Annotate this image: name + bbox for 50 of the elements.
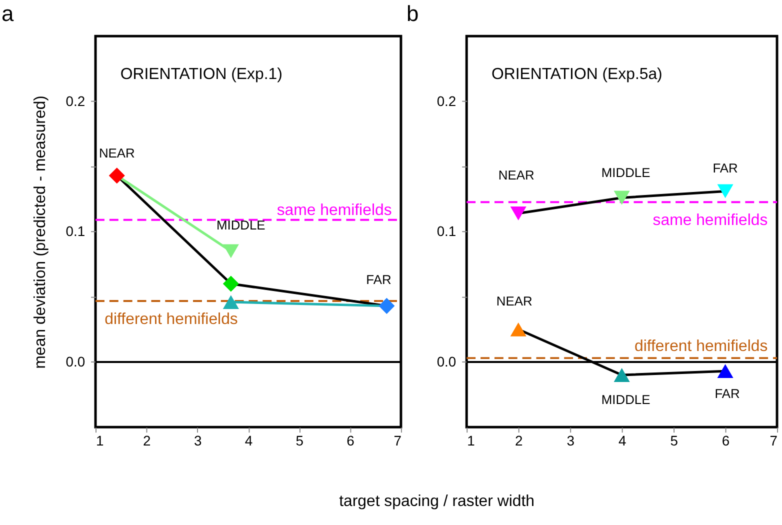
- point: [717, 364, 734, 378]
- x-tick-label: 7: [394, 432, 402, 449]
- ref-line-label: same hemifields: [276, 202, 392, 219]
- point: [108, 168, 125, 184]
- point: [510, 322, 526, 336]
- x-tick-label: 5: [670, 432, 678, 449]
- point: [222, 244, 239, 258]
- point: [378, 298, 395, 314]
- point: [222, 295, 239, 309]
- y-axis-title: mean deviation (predicted - measured): [32, 96, 49, 369]
- y-tick-label: 0.2: [436, 92, 456, 109]
- annotation: MIDDLE: [601, 392, 651, 407]
- annotation: ORIENTATION (Exp.1): [120, 66, 282, 83]
- y-tick-label: 0.0: [66, 353, 86, 370]
- annotation: NEAR: [496, 294, 532, 309]
- x-tick-label: 3: [194, 432, 202, 449]
- annotation: MIDDLE: [601, 164, 651, 180]
- x-tick-label: 4: [618, 432, 626, 449]
- point: [510, 206, 526, 220]
- x-tick-label: 3: [566, 432, 575, 449]
- x-tick-label: 6: [346, 432, 355, 449]
- x-tick-label: 4: [244, 432, 253, 449]
- x-tick-label: 6: [722, 432, 730, 449]
- ref-line-label: same hemifields: [652, 212, 768, 230]
- y-tick-label: 0.1: [66, 223, 86, 240]
- y-tick-label: 0.1: [436, 223, 456, 240]
- x-tick-label: 1: [467, 432, 476, 449]
- annotation: NEAR: [98, 146, 135, 161]
- x-tick-label: 2: [514, 432, 523, 449]
- point: [614, 190, 630, 205]
- annotation: FAR: [712, 160, 738, 176]
- x-axis-title: target spacing / raster width: [339, 493, 534, 510]
- annotation: FAR: [714, 386, 740, 401]
- ref-line-label: different hemifields: [634, 338, 768, 356]
- point: [222, 276, 239, 292]
- x-tick-label: 1: [96, 432, 104, 449]
- annotation: NEAR: [498, 168, 534, 183]
- y-tick-label: 0.0: [436, 353, 456, 370]
- ref-line-label: different hemifields: [104, 310, 238, 328]
- annotation: ORIENTATION (Exp.5a): [491, 66, 662, 83]
- point: [614, 368, 630, 382]
- annotation: MIDDLE: [216, 217, 266, 232]
- x-tick-label: 5: [296, 432, 304, 449]
- annotation: FAR: [366, 272, 392, 288]
- point: [717, 184, 734, 198]
- chart-title: b: [406, 1, 419, 26]
- chart-title: a: [2, 1, 15, 26]
- y-tick-label: 0.2: [66, 92, 86, 109]
- x-tick-label: 7: [770, 432, 778, 449]
- x-tick-label: 2: [143, 432, 152, 449]
